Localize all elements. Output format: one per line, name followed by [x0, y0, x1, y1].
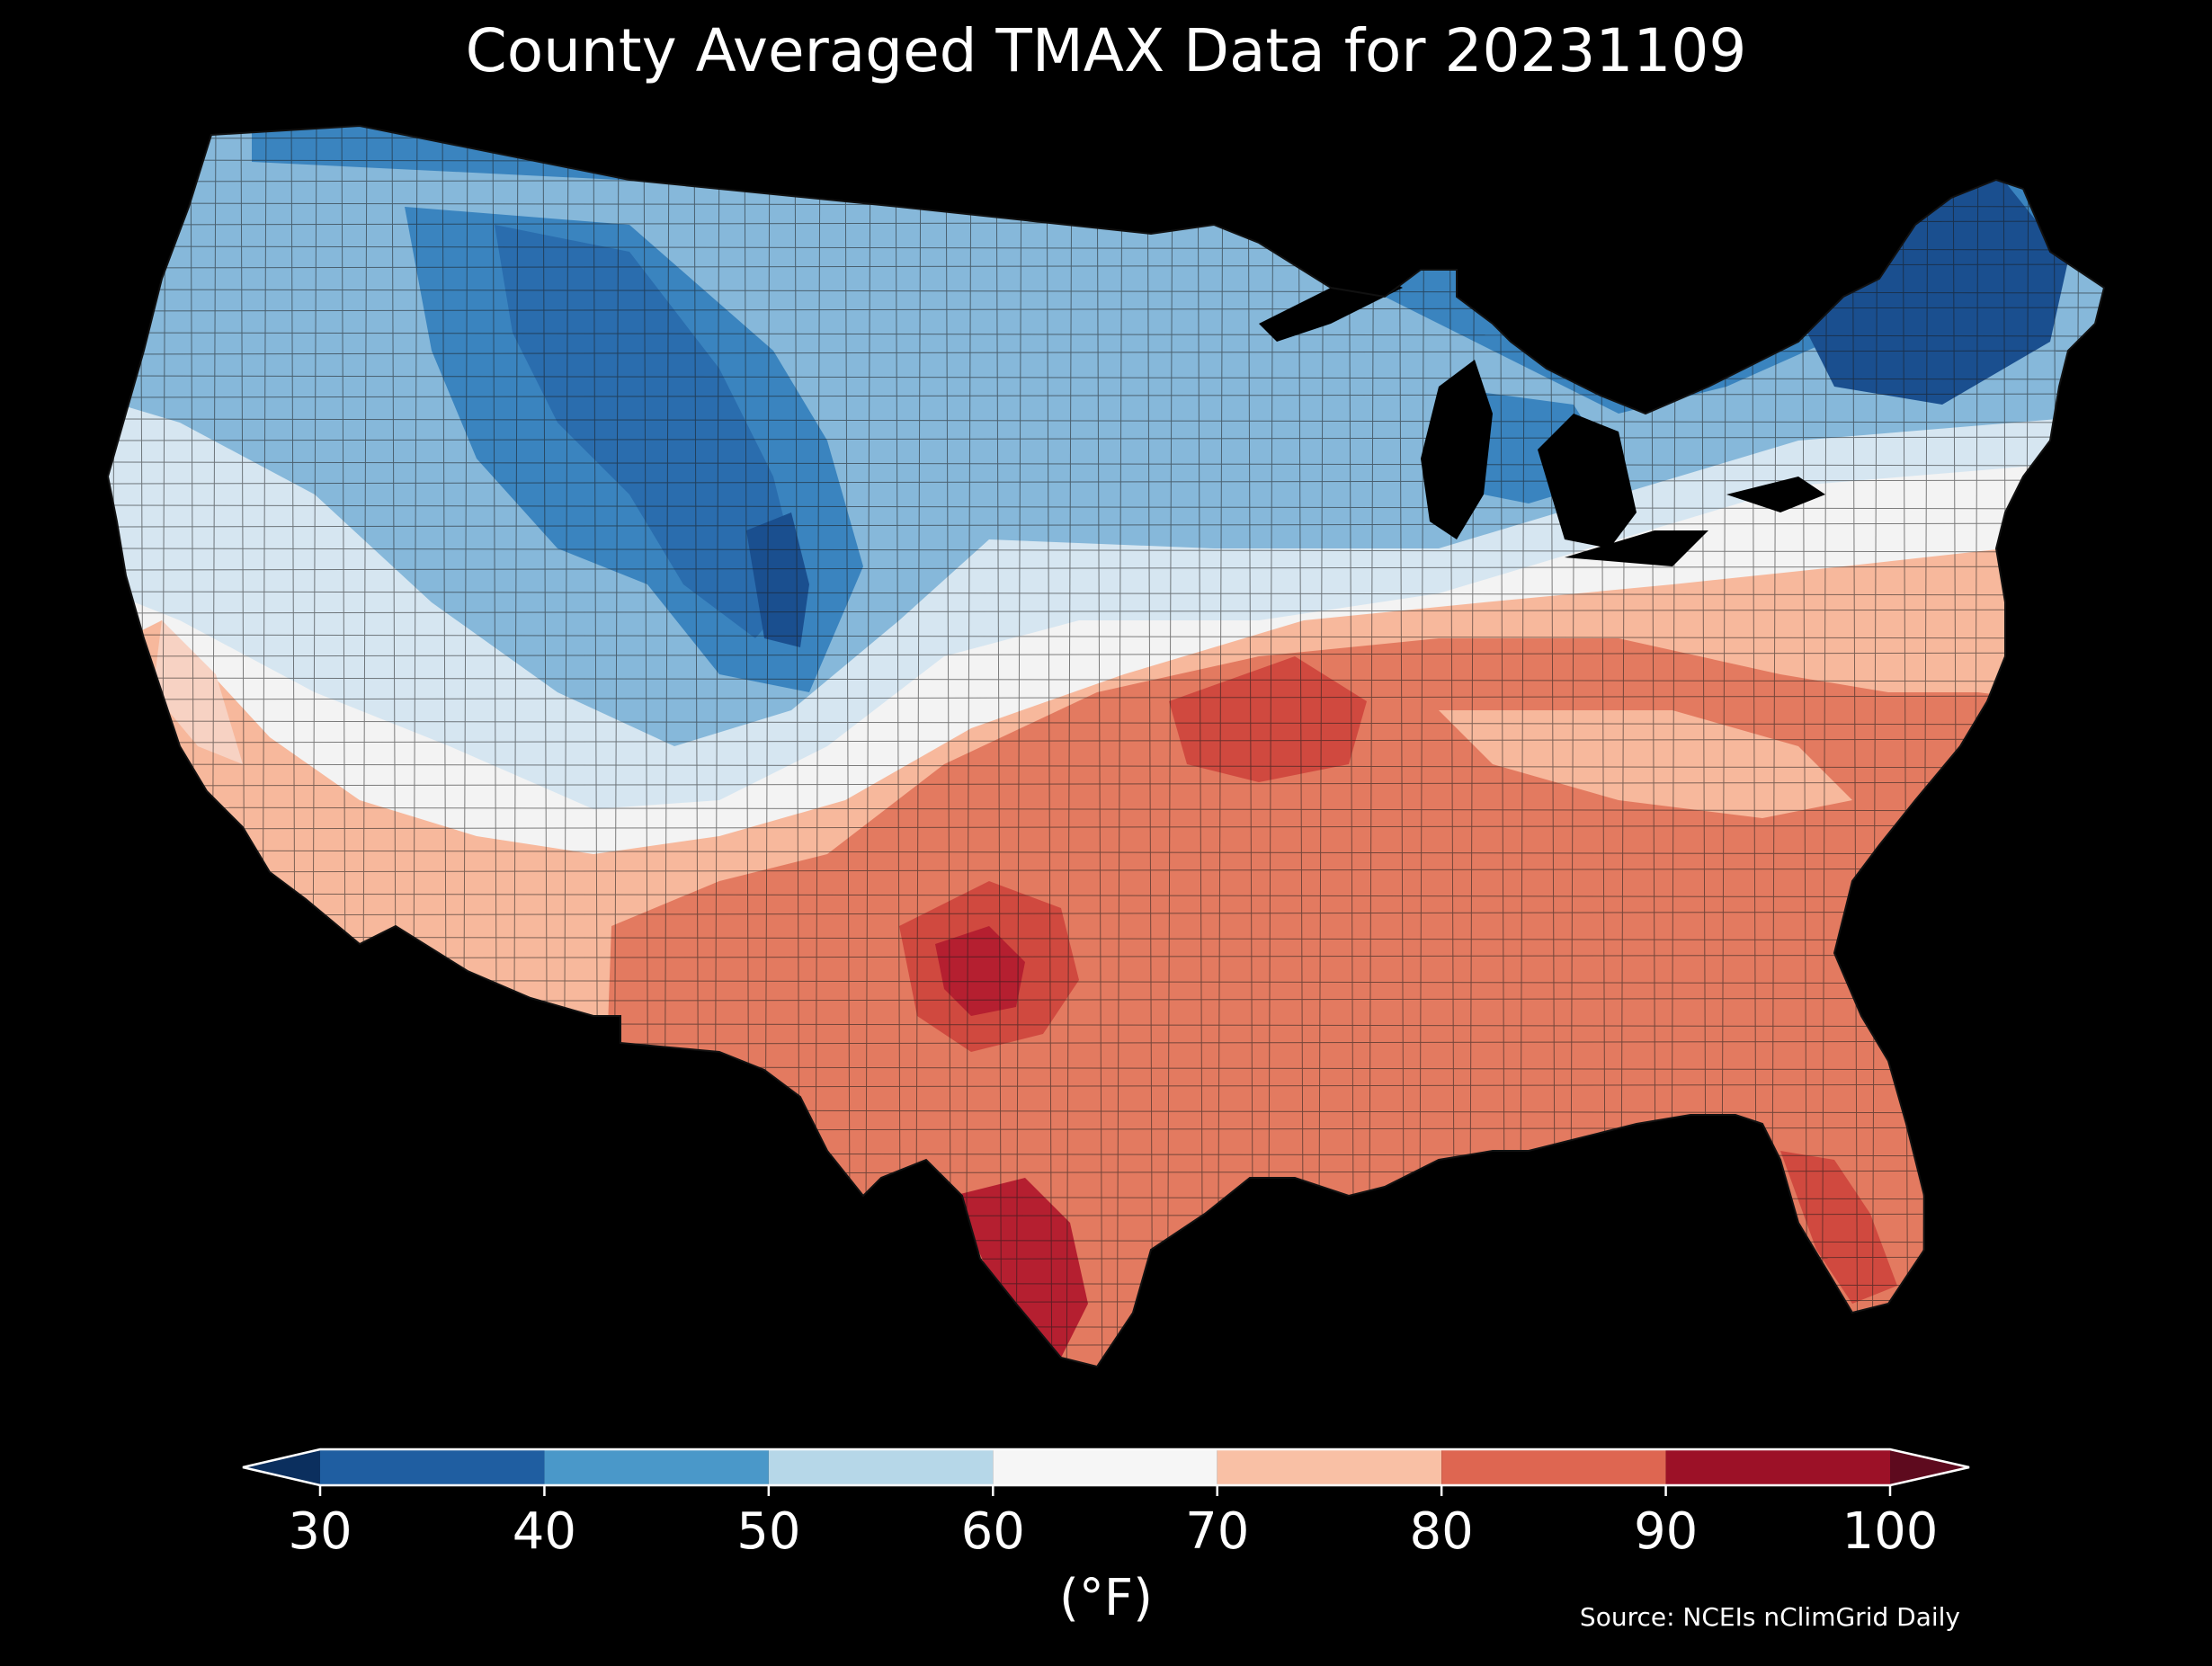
us-county-tmax-map [107, 125, 2105, 1368]
colorbar-tick-label: 70 [1185, 1502, 1249, 1561]
colorbar-tick-label: 100 [1842, 1502, 1939, 1561]
colorbar-bin-30-40 [320, 1449, 545, 1485]
colorbar-tick-label: 80 [1410, 1502, 1474, 1561]
colorbar-outline [242, 1448, 1970, 1487]
colorbar-bin-70-80 [1217, 1449, 1442, 1485]
colorbar-tick-label: 90 [1634, 1502, 1698, 1561]
colorbar-tick-label: 50 [736, 1502, 800, 1561]
colorbar-bin-50-60 [768, 1449, 994, 1485]
colorbar-tick-label: 40 [513, 1502, 576, 1561]
colorbar-unit-label: (°F) [1059, 1569, 1153, 1627]
colorbar-over-arrow [1890, 1449, 1969, 1485]
colorbar-tick-label: 30 [288, 1502, 352, 1561]
colorbar-bin-80-90 [1441, 1449, 1666, 1485]
colorbar-tick-label: 60 [961, 1502, 1025, 1561]
colorbar-bin-40-50 [544, 1449, 769, 1485]
source-credit: Source: NCEIs nClimGrid Daily [1579, 1602, 1960, 1632]
colorbar-bin-60-70 [993, 1449, 1217, 1485]
map-title: County Averaged TMAX Data for 20231109 [465, 16, 1747, 85]
colorbar-under-arrow [243, 1449, 320, 1485]
colorbar-bin-90-100 [1665, 1449, 1890, 1485]
great-lakes [1259, 270, 1825, 566]
